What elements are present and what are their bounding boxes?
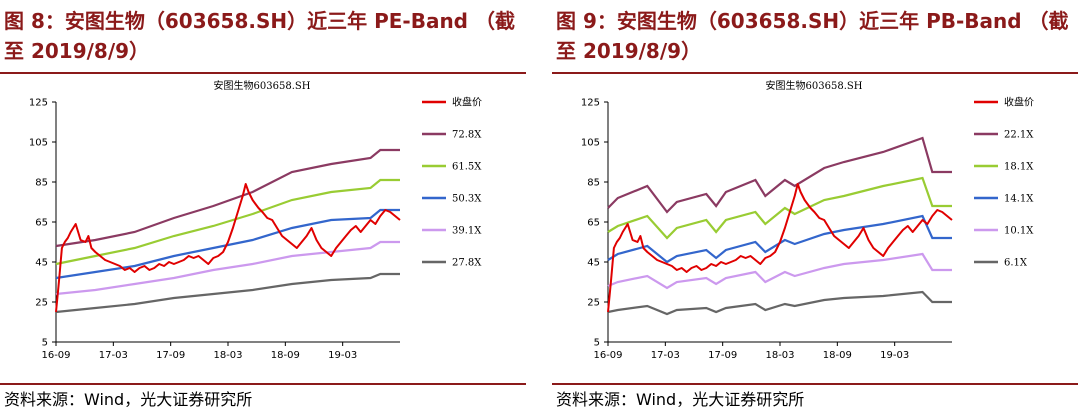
chart-title: 安图生物603658.SH (214, 79, 311, 92)
band-line-6.1X (607, 290, 952, 316)
band-line-22.1X (607, 136, 952, 214)
band-line-72.8X (55, 148, 400, 248)
source-note: 资料来源：Wind，光大证券研究所 (556, 390, 805, 409)
y-tick-label: 5 (42, 338, 48, 349)
y-tick-label: 125 (29, 98, 48, 109)
legend-label: 6.1X (1004, 258, 1028, 269)
band-line-10.1X (607, 252, 952, 290)
pb-band-chart: 安图生物603658.SH 5 25 45 65 85 105 125 16-09 17-03 1… (581, 79, 1034, 361)
legend-label: 27.8X (452, 258, 482, 269)
y-tick-label: 85 (587, 178, 600, 189)
y-tick-label: 45 (35, 258, 48, 269)
y-tick-label: 65 (35, 218, 48, 229)
y-tick-label: 65 (587, 218, 600, 229)
legend-label: 10.1X (1004, 226, 1034, 237)
x-tick-label: 17-03 (651, 350, 680, 361)
price-line (607, 183, 953, 313)
pe-band-panel: 图 8：安图生物（603658.SH）近三年 PE-Band （截至 2019/… (0, 0, 530, 418)
legend-label: 14.1X (1004, 194, 1034, 205)
y-tick-label: 25 (35, 298, 48, 309)
heading-rule (552, 72, 1078, 74)
legend-label: 61.5X (452, 162, 482, 173)
y-tick-label: 105 (29, 138, 48, 149)
price-line (55, 183, 401, 313)
x-tick-label: 18-09 (271, 350, 300, 361)
pe-band-chart: 安图生物603658.SH 5 25 45 65 85 105 125 16-09 17-03 1… (29, 79, 482, 361)
x-tick-label: 17-09 (156, 350, 185, 361)
y-tick-label: 105 (581, 138, 600, 149)
x-tick-label: 19-03 (880, 350, 909, 361)
y-tick-label: 125 (581, 98, 600, 109)
footer-rule (552, 383, 1078, 385)
y-tick-label: 25 (587, 298, 600, 309)
x-tick-label: 17-03 (99, 350, 128, 361)
y-tick-label: 45 (587, 258, 600, 269)
x-tick-label: 18-09 (823, 350, 852, 361)
legend-label: 收盘价 (1004, 96, 1034, 109)
legend-label: 72.8X (452, 130, 482, 141)
legend-label: 22.1X (1004, 130, 1034, 141)
x-tick-label: 17-09 (708, 350, 737, 361)
band-line-27.8X (55, 272, 400, 314)
legend-label: 50.3X (452, 194, 482, 205)
footer-rule (0, 383, 526, 385)
band-line-39.1X (55, 240, 400, 296)
source-note: 资料来源：Wind，光大证券研究所 (4, 390, 253, 409)
band-line-14.1X (607, 214, 952, 264)
figure-heading: 图 9：安图生物（603658.SH）近三年 PB-Band （截至 2019/… (556, 9, 1069, 63)
x-tick-label: 16-09 (593, 350, 622, 361)
band-line-18.1X (607, 176, 952, 240)
figure-heading: 图 8：安图生物（603658.SH）近三年 PE-Band （截至 2019/… (4, 9, 515, 63)
pb-band-panel: 图 9：安图生物（603658.SH）近三年 PB-Band （截至 2019/… (552, 0, 1080, 418)
legend-label: 收盘价 (452, 96, 482, 109)
y-tick-label: 5 (594, 338, 600, 349)
heading-rule (0, 72, 526, 74)
chart-title: 安图生物603658.SH (766, 79, 863, 92)
band-line-61.5X (55, 178, 400, 266)
x-tick-label: 19-03 (328, 350, 357, 361)
x-tick-label: 18-03 (765, 350, 794, 361)
legend-label: 39.1X (452, 226, 482, 237)
x-tick-label: 18-03 (213, 350, 242, 361)
x-tick-label: 16-09 (41, 350, 70, 361)
legend-label: 18.1X (1004, 162, 1034, 173)
y-tick-label: 85 (35, 178, 48, 189)
